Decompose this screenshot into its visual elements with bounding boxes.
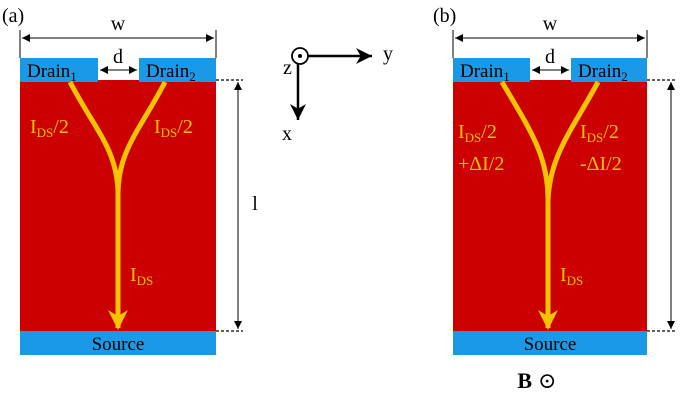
panel-b-width-label: w xyxy=(543,13,558,35)
panel-a-source xyxy=(20,331,216,355)
z-axis-label: z xyxy=(283,57,292,79)
panel-a-total-current-label: IDS xyxy=(130,264,153,288)
panel-a-right-current-label: IDS/2 xyxy=(154,116,193,140)
panel-b-left-current-label: IDS/2 xyxy=(458,121,497,145)
panel-a-width-label: w xyxy=(111,13,126,35)
panel-a-gap-label: d xyxy=(113,46,123,68)
panel-a-drain2-label: Drain2 xyxy=(146,61,196,84)
panel-a-drain1-label: Drain1 xyxy=(27,61,77,84)
panel-b-source-label: Source xyxy=(524,334,577,355)
panel-b-right-current-label: IDS/2 xyxy=(580,121,619,145)
panel-b-label: (b) xyxy=(433,5,456,27)
panel-b-total-current-label: IDS xyxy=(560,264,583,288)
out-of-page-icon: ⊙ xyxy=(538,368,556,393)
x-axis-label: x xyxy=(282,123,292,145)
panel-b-drain1-label: Drain1 xyxy=(460,61,510,84)
magnetic-field-symbol: B xyxy=(517,368,532,393)
panel-b-drain1 xyxy=(453,58,530,82)
panel-a-left-current-label: IDS/2 xyxy=(30,116,69,140)
panel-a-label: (a) xyxy=(2,5,24,27)
panel-b-gap-label: d xyxy=(545,46,555,68)
panel-a-length-label: l xyxy=(252,193,258,215)
coordinate-axes: z y x xyxy=(282,43,393,145)
panel-a: (a) w Drain1 Drain2 d Source IDS/2 IDS/2… xyxy=(2,5,258,355)
panel-a-right-current-path xyxy=(115,80,168,196)
panel-b: (b) w Drain1 Drain2 d Source IDS/2 +ΔI/2… xyxy=(433,5,676,393)
panel-b-drain2-label: Drain2 xyxy=(578,61,628,84)
panel-a-drain1 xyxy=(20,58,98,82)
panel-b-drain2 xyxy=(571,58,647,82)
panel-b-right-current-delta: -ΔI/2 xyxy=(580,153,622,175)
panel-a-drain2 xyxy=(139,58,216,82)
panel-b-source xyxy=(453,331,647,355)
panel-b-left-current-delta: +ΔI/2 xyxy=(458,153,504,175)
panel-a-source-label: Source xyxy=(92,334,145,355)
z-axis-dot-icon xyxy=(298,54,302,58)
y-axis-label: y xyxy=(383,43,393,65)
panel-b-right-current-path xyxy=(545,80,601,201)
